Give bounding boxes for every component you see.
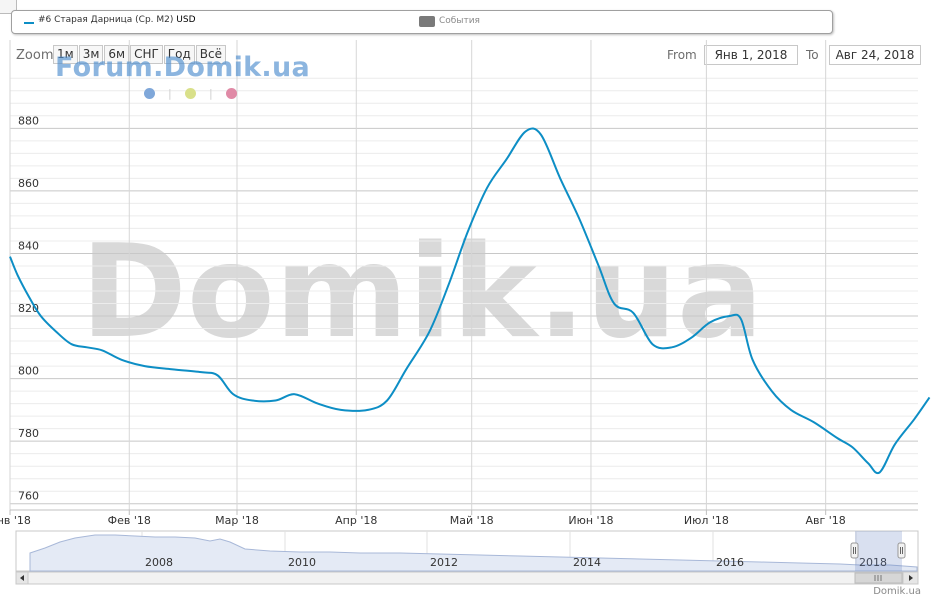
arrow-left-icon — [20, 575, 24, 581]
x-gridlines — [9, 40, 827, 515]
arrow-right-icon — [909, 575, 913, 581]
from-date-input[interactable]: Янв 1, 2018 — [704, 45, 798, 65]
navigator-year-label: 2014 — [573, 556, 601, 569]
navigator-year-label: 2010 — [288, 556, 316, 569]
x-tick-label: Мар '18 — [215, 514, 259, 527]
zoom-1y-button[interactable]: Год — [163, 45, 195, 64]
zoom-all-button[interactable]: Всё — [195, 45, 226, 64]
navigator-right-handle[interactable] — [897, 542, 906, 559]
series-line — [9, 127, 931, 475]
navigator-year-label: 2016 — [716, 556, 744, 569]
x-axis-labels: Янв '18 Фев '18 Мар '18 Апр '18 Май '18 Июн '… — [0, 514, 846, 527]
credit-link[interactable]: Domik.ua — [873, 586, 921, 597]
y-tick-label: 880 — [18, 114, 39, 127]
legend-item-events[interactable]: События — [439, 16, 480, 26]
y-tick-label: 820 — [18, 302, 39, 315]
zoom-label: Zoom — [16, 48, 54, 63]
to-label: To — [806, 48, 819, 62]
dot-separator: | — [209, 87, 213, 100]
dot-separator: | — [168, 87, 172, 100]
scroll-right-button[interactable] — [902, 571, 919, 585]
scroll-left-button[interactable] — [15, 571, 29, 585]
zoom-6m-button[interactable]: 6м — [104, 45, 130, 64]
events-swatch[interactable] — [419, 16, 435, 27]
forum-watermark: Forum.Domik.ua — [55, 52, 311, 83]
pink-dot — [226, 88, 237, 99]
major-grid — [10, 127, 918, 505]
zoom-1m-button[interactable]: 1м — [53, 45, 78, 64]
y-axis-labels: 760 780 800 820 840 860 880 — [18, 114, 39, 502]
series-unit: USD — [176, 15, 196, 25]
to-date-input[interactable]: Авг 24, 2018 — [829, 45, 921, 65]
navigator-year-label: 2018 — [859, 556, 887, 569]
blue-dot — [144, 88, 155, 99]
x-tick-label: Май '18 — [450, 514, 494, 527]
zoom-button-group: 1м 3м 6м СНГ Год Всё — [53, 45, 227, 64]
from-label: From — [667, 48, 697, 62]
scrollbar[interactable] — [15, 571, 919, 585]
navigator: 2008 2010 2012 2014 2016 2018 — [15, 530, 919, 572]
x-tick-label: Янв '18 — [0, 514, 31, 527]
x-tick-label: Апр '18 — [335, 514, 377, 527]
y-tick-label: 760 — [18, 490, 39, 503]
legend-item-series[interactable]: #6 Старая Дарница (Ср. М2) USD — [38, 15, 196, 25]
x-tick-label: Июл '18 — [684, 514, 729, 527]
minor-grid — [10, 77, 918, 492]
y-tick-label: 840 — [18, 239, 39, 252]
series-label: #6 Старая Дарница (Ср. М2) — [38, 15, 174, 25]
zoom-3m-button[interactable]: 3м — [78, 45, 104, 64]
navigator-left-handle[interactable] — [850, 542, 859, 559]
navigator-year-label: 2008 — [145, 556, 173, 569]
navigator-gridlines — [141, 531, 857, 571]
x-tick-label: Авг '18 — [806, 514, 846, 527]
navigator-year-labels: 2008 2010 2012 2014 2016 2018 — [145, 556, 887, 569]
series-swatch — [24, 22, 34, 24]
scrollbar-track[interactable] — [15, 571, 919, 585]
legend: #6 Старая Дарница (Ср. М2) USD События — [11, 10, 833, 34]
scrollbar-thumb[interactable] — [854, 572, 903, 584]
y-tick-label: 780 — [18, 427, 39, 440]
x-tick-label: Фев '18 — [108, 514, 151, 527]
y-tick-label: 800 — [18, 365, 39, 378]
navigator-selection[interactable] — [855, 531, 902, 571]
zoom-ytd-button[interactable]: СНГ — [130, 45, 163, 64]
big-watermark: Domik.ua — [81, 218, 764, 367]
navigator-year-label: 2012 — [430, 556, 458, 569]
yellow-dot — [185, 88, 196, 99]
y-tick-label: 860 — [18, 177, 39, 190]
navigator-frame — [15, 530, 919, 572]
x-tick-label: Июн '18 — [568, 514, 613, 527]
navigator-series-area — [29, 534, 918, 572]
